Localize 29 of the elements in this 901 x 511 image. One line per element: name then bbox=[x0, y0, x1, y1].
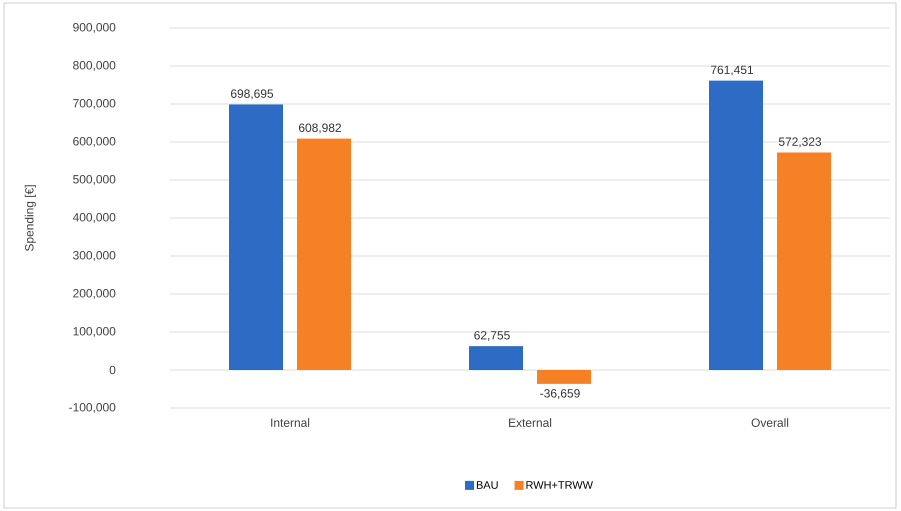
bar bbox=[709, 80, 764, 370]
bar bbox=[297, 138, 352, 370]
y-tick-label: 300,000 bbox=[73, 251, 116, 261]
legend-label: RWH+TRWW bbox=[526, 481, 593, 489]
data-label: 62,755 bbox=[474, 331, 510, 341]
y-tick-label: 900,000 bbox=[73, 23, 116, 33]
y-tick-label: -100,000 bbox=[69, 403, 116, 413]
x-tick-label: Internal bbox=[271, 418, 310, 427]
y-tick-label: 0 bbox=[110, 366, 116, 374]
y-tick-label: 400,000 bbox=[72, 213, 116, 223]
y-tick-label: 600,000 bbox=[73, 137, 116, 147]
y-tick-label: 100,000 bbox=[74, 327, 116, 337]
data-label: 572,323 bbox=[778, 137, 822, 148]
bar bbox=[229, 104, 284, 370]
legend-label: BAU bbox=[476, 481, 498, 489]
bar bbox=[537, 370, 592, 384]
y-axis-title: Spending [€] bbox=[24, 185, 36, 252]
bar bbox=[777, 152, 832, 370]
y-tick-label: 700,000 bbox=[73, 99, 116, 109]
data-label: -36,659 bbox=[540, 389, 580, 399]
y-tick-label: 200,000 bbox=[73, 289, 116, 299]
data-label: 698,695 bbox=[231, 89, 274, 100]
x-tick-label: External bbox=[509, 418, 552, 427]
bar bbox=[469, 346, 524, 370]
x-tick-label: Overall bbox=[752, 418, 788, 427]
y-tick-label: 500,000 bbox=[73, 175, 116, 185]
y-tick-label: 800,000 bbox=[73, 61, 116, 71]
data-label: 608,982 bbox=[299, 124, 342, 134]
data-label: 761,451 bbox=[711, 66, 754, 76]
